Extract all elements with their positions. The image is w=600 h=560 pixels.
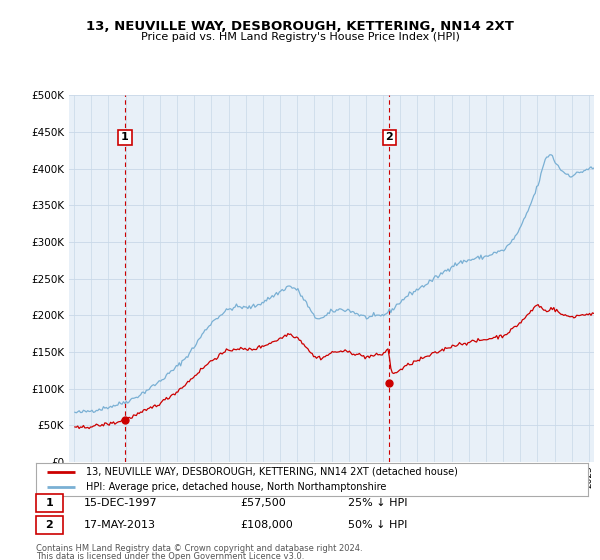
Text: This data is licensed under the Open Government Licence v3.0.: This data is licensed under the Open Gov… — [36, 552, 304, 560]
Text: £108,000: £108,000 — [240, 520, 293, 530]
Text: Contains HM Land Registry data © Crown copyright and database right 2024.: Contains HM Land Registry data © Crown c… — [36, 544, 362, 553]
Text: Price paid vs. HM Land Registry's House Price Index (HPI): Price paid vs. HM Land Registry's House … — [140, 32, 460, 43]
Text: 1: 1 — [121, 132, 129, 142]
Text: £57,500: £57,500 — [240, 498, 286, 508]
Text: 2: 2 — [46, 520, 53, 530]
Text: 13, NEUVILLE WAY, DESBOROUGH, KETTERING, NN14 2XT (detached house): 13, NEUVILLE WAY, DESBOROUGH, KETTERING,… — [86, 467, 458, 477]
Text: 50% ↓ HPI: 50% ↓ HPI — [348, 520, 407, 530]
Text: 2: 2 — [386, 132, 394, 142]
Text: 1: 1 — [46, 498, 53, 508]
Text: 13, NEUVILLE WAY, DESBOROUGH, KETTERING, NN14 2XT: 13, NEUVILLE WAY, DESBOROUGH, KETTERING,… — [86, 20, 514, 32]
Text: 25% ↓ HPI: 25% ↓ HPI — [348, 498, 407, 508]
Text: HPI: Average price, detached house, North Northamptonshire: HPI: Average price, detached house, Nort… — [86, 482, 386, 492]
Text: 17-MAY-2013: 17-MAY-2013 — [84, 520, 156, 530]
Text: 15-DEC-1997: 15-DEC-1997 — [84, 498, 158, 508]
